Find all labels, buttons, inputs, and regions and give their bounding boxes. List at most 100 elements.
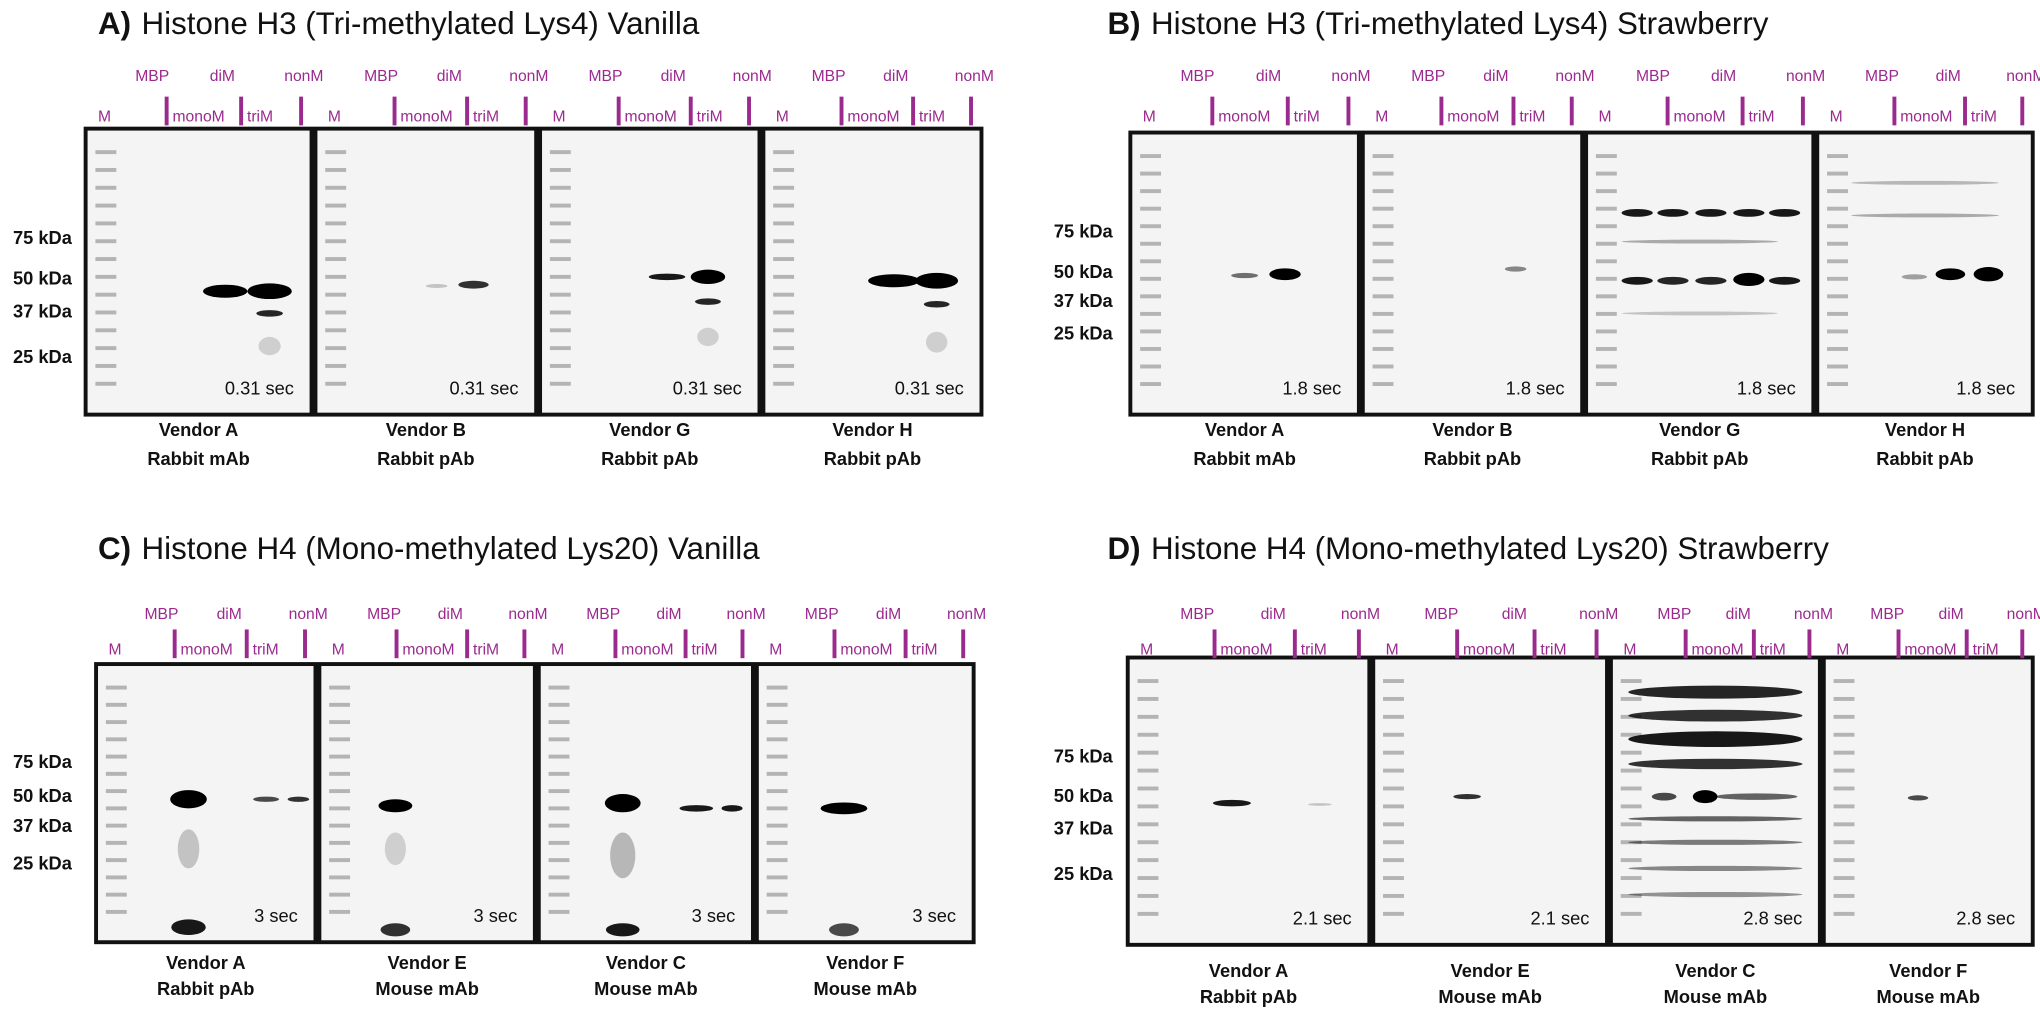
ladder-band (766, 737, 788, 742)
lane-label: diM (1726, 606, 1751, 623)
kda-label: 37 kDa (13, 815, 73, 836)
ladder-band (1137, 840, 1159, 845)
protein-band (1212, 799, 1251, 807)
lane-divider (1683, 629, 1688, 659)
antibody-label: Mouse mAb (1438, 986, 1542, 1007)
ladder-band (1833, 714, 1855, 719)
ladder-band (1827, 259, 1848, 264)
ladder-band (329, 771, 351, 776)
panel-letter: C) (98, 531, 131, 566)
protein-band (247, 283, 292, 300)
protein-band (1692, 790, 1718, 804)
ladder-band (1595, 346, 1617, 351)
ladder-band (773, 150, 795, 155)
lane-label: triM (919, 108, 945, 125)
protein-band (458, 280, 489, 289)
lane-divider (747, 96, 751, 126)
lane-label: monoM (1218, 108, 1270, 125)
protein-band (868, 274, 920, 288)
lane-label: M (552, 108, 565, 125)
ladder-band (325, 346, 347, 351)
lane-label: M (769, 641, 782, 658)
lane-label: MBP (586, 606, 620, 623)
protein-band (690, 269, 726, 285)
ladder-band (549, 203, 571, 208)
ladder-band (1372, 346, 1394, 351)
ladder-band (1620, 732, 1642, 737)
panel-letter: D) (1107, 531, 1140, 566)
blot (1612, 659, 1818, 943)
ladder-band (105, 840, 127, 845)
lane-label: monoM (621, 641, 673, 658)
ladder-band (548, 702, 570, 707)
ladder-band (1137, 893, 1159, 898)
protein-band (1695, 208, 1727, 217)
protein-band (1628, 891, 1803, 898)
antibody-label: Mouse mAb (813, 978, 917, 999)
ladder-band (1620, 911, 1642, 916)
ladder-band (1137, 696, 1159, 701)
ladder-band (766, 720, 788, 725)
lane-label: diM (1938, 606, 1963, 623)
vendor-label: Vendor B (386, 419, 466, 440)
lane-divider (1356, 629, 1361, 659)
lane-divider (1292, 629, 1297, 659)
ladder-band (1620, 876, 1642, 880)
protein-band (171, 919, 206, 936)
lane-label: triM (911, 641, 937, 658)
lane-divider (1896, 629, 1901, 659)
protein-band (384, 832, 406, 866)
panel-title-text: Histone H4 (Mono-methylated Lys20) Vanil… (142, 531, 761, 566)
lane-label: triM (253, 641, 279, 658)
lane-label: M (1830, 108, 1843, 125)
lane-label: M (1143, 108, 1156, 125)
lane-label: triM (1760, 641, 1786, 658)
ladder-band (105, 702, 127, 707)
lane-label: diM (1502, 606, 1527, 623)
lane-divider (1212, 629, 1217, 659)
exposure-label: 0.31 sec (449, 377, 518, 398)
exposure-label: 1.8 sec (1506, 377, 1565, 398)
ladder-band (1137, 750, 1159, 755)
ladder-band (773, 203, 795, 208)
ladder-band (1827, 382, 1848, 386)
ladder-band (773, 292, 795, 297)
lane-label: monoM (847, 108, 899, 125)
lane-divider (172, 629, 177, 659)
ladder-band (1620, 679, 1642, 683)
ladder-band (95, 292, 117, 297)
panel-title: C) Histone H4 (Mono-methylated Lys20) Van… (98, 531, 760, 566)
ladder-band (1595, 294, 1617, 299)
protein-band (1628, 758, 1803, 770)
exposure-label: 2.1 sec (1530, 908, 1589, 929)
blot (1364, 134, 1581, 413)
protein-band (1628, 709, 1803, 722)
ladder-band (1595, 259, 1617, 264)
ladder-band (329, 720, 351, 725)
protein-band (1628, 685, 1803, 699)
ladder-band (549, 292, 571, 297)
ladder-band (766, 685, 788, 690)
protein-band (1768, 276, 1801, 285)
lane-label: monoM (625, 108, 677, 125)
lane-label: triM (1973, 641, 1999, 658)
protein-band (1695, 276, 1727, 285)
ladder-band (1595, 329, 1617, 334)
vendor-label: Vendor E (1451, 960, 1530, 981)
lane-divider (911, 96, 916, 126)
ladder-band (549, 381, 571, 386)
lane-label: nonM (1331, 68, 1370, 85)
ladder-band (1620, 768, 1642, 773)
blot (765, 130, 980, 413)
ladder-band (1595, 276, 1617, 281)
lane-label: M (551, 641, 564, 658)
ladder-band (1383, 750, 1404, 755)
ladder-band (1372, 276, 1394, 281)
lane-divider (1346, 96, 1351, 126)
ladder-band (549, 328, 571, 333)
ladder-band (325, 150, 347, 155)
lane-divider (1807, 629, 1812, 659)
ladder-band (1595, 171, 1617, 176)
lane-label: MBP (364, 68, 398, 85)
ladder-band (1833, 858, 1855, 863)
